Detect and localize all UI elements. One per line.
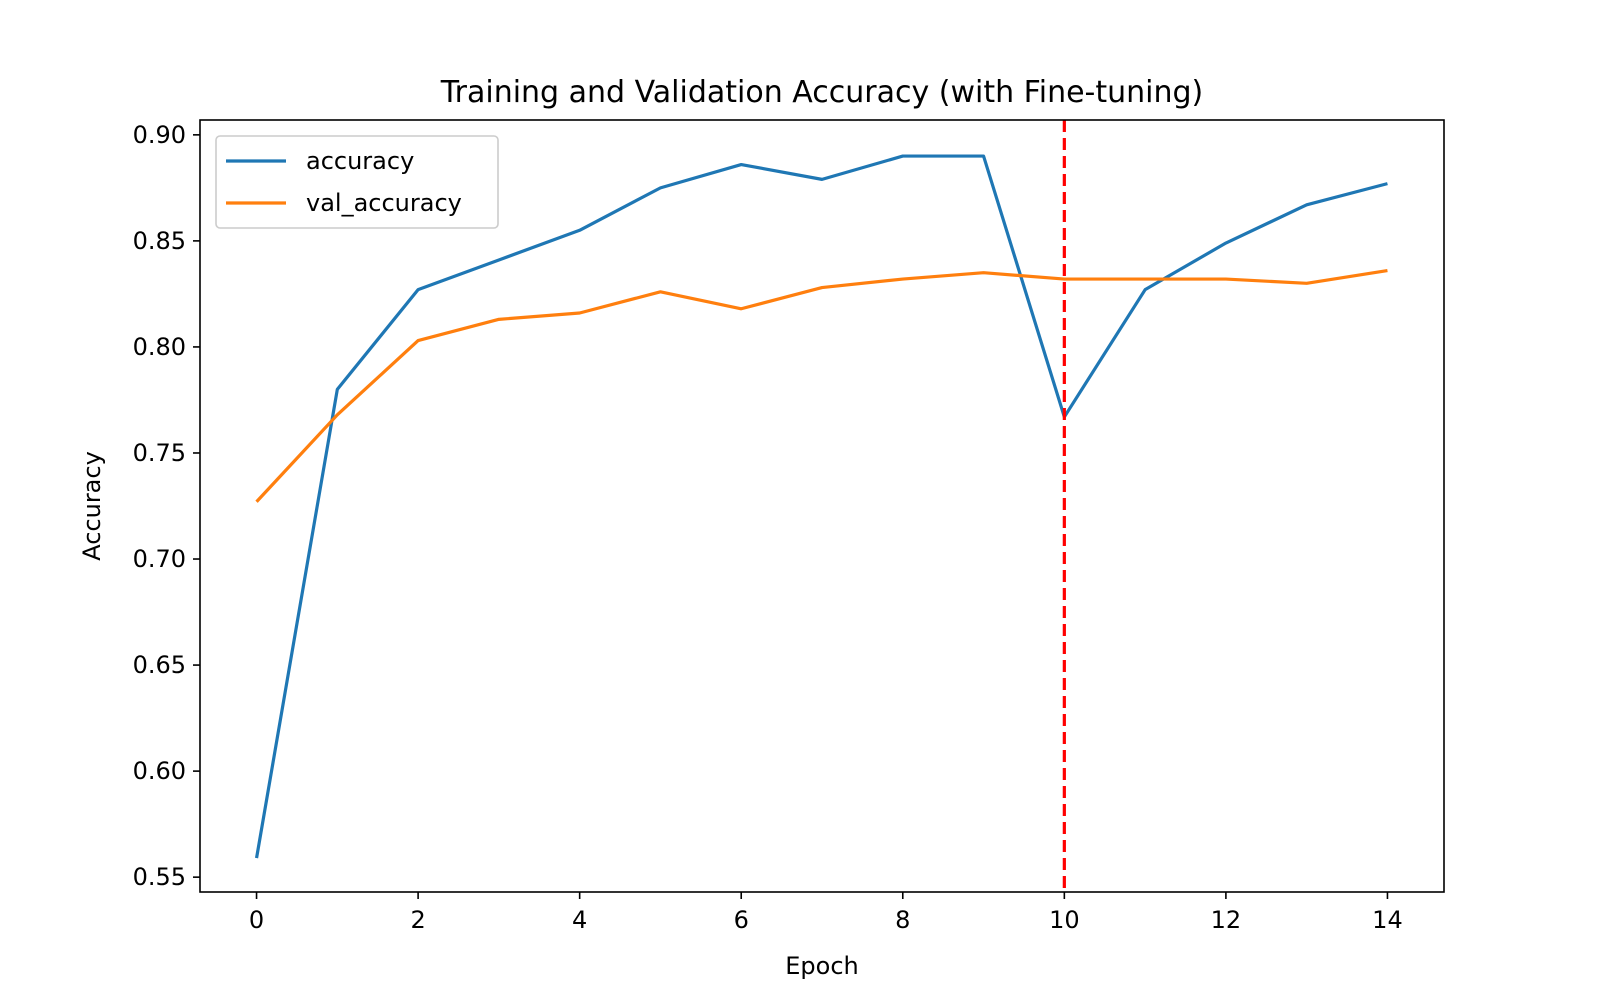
x-tick-label: 8 xyxy=(895,906,910,934)
x-tick-label: 12 xyxy=(1211,906,1242,934)
y-tick-label: 0.80 xyxy=(133,333,186,361)
x-tick-label: 14 xyxy=(1372,906,1403,934)
y-tick-label: 0.60 xyxy=(133,757,186,785)
y-tick-label: 0.85 xyxy=(133,227,186,255)
y-tick-label: 0.90 xyxy=(133,121,186,149)
y-tick-label: 0.55 xyxy=(133,863,186,891)
series-line-accuracy xyxy=(254,154,1388,859)
x-tick-label: 10 xyxy=(1049,906,1080,934)
x-axis-label: Epoch xyxy=(785,952,859,980)
plot-frame xyxy=(199,119,1445,893)
y-tick-label: 0.65 xyxy=(133,651,186,679)
axes: 0 2 4 6 8 10 12 14 0.55 0.60 0.65 0.70 0.75 0.80 0.85 0… xyxy=(133,119,1445,934)
legend-box xyxy=(215,135,499,229)
x-tick-label: 4 xyxy=(572,906,587,934)
plot-area xyxy=(254,120,1388,892)
y-tick-label: 0.75 xyxy=(133,439,186,467)
y-tick-label: 0.70 xyxy=(133,545,186,573)
series-line-val-accuracy xyxy=(255,268,1388,503)
x-tick-label: 0 xyxy=(249,906,264,934)
legend-label-val-accuracy: val_accuracy xyxy=(306,189,462,217)
x-tick-label: 6 xyxy=(734,906,749,934)
x-tick-label: 2 xyxy=(410,906,425,934)
y-axis-label: Accuracy xyxy=(78,451,106,561)
chart-title: Training and Validation Accuracy (with F… xyxy=(440,75,1204,110)
legend-label-accuracy: accuracy xyxy=(306,147,414,175)
legend: accuracy val_accuracy xyxy=(215,135,499,229)
